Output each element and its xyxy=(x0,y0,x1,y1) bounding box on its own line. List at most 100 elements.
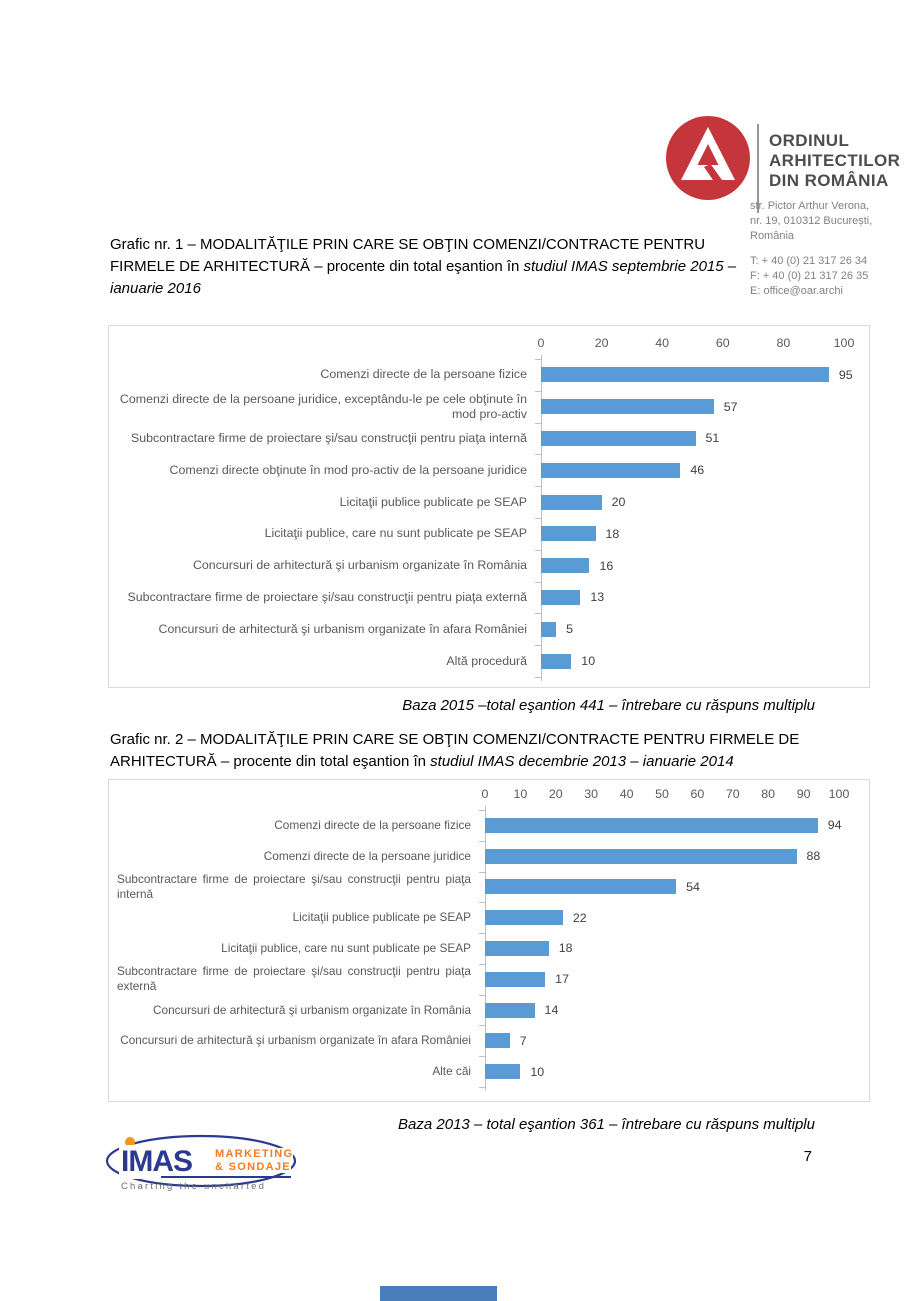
bar xyxy=(485,1002,535,1018)
bar-value: 5 xyxy=(566,622,574,637)
axis-tick-label: 10 xyxy=(513,787,528,801)
axis-tick-label: 20 xyxy=(594,336,609,350)
bar-label: Comenzi directe de la persoane fizice xyxy=(117,810,471,841)
contact-block: T: + 40 (0) 21 317 26 34 F: + 40 (0) 21 … xyxy=(750,254,872,299)
chart1-base-note: Baza 2015 –total eşantion 441 – întrebar… xyxy=(402,697,815,714)
axis-tick xyxy=(479,963,485,965)
imas-tagline: Charting the uncharted xyxy=(121,1181,267,1192)
phone-line: T: + 40 (0) 21 317 26 34 xyxy=(750,255,868,267)
bar-label-text: Comenzi directe de la persoane juridice xyxy=(263,848,471,863)
axis-tick xyxy=(479,1087,485,1088)
bar-label-text: Comenzi directe de la persoane fizice xyxy=(320,367,527,382)
axis-tick xyxy=(479,840,485,842)
chart1-heading-text: Grafic nr. 1 – MODALITĂŢILE PRIN CARE SE… xyxy=(110,236,706,275)
footer-blue-mark xyxy=(380,1286,497,1301)
imas-dot-icon xyxy=(125,1137,135,1147)
axis-tick xyxy=(535,518,541,519)
bar xyxy=(485,817,818,833)
bar-label: Concursuri de arhitectură şi urbanism or… xyxy=(117,1025,471,1056)
bar-value: 17 xyxy=(555,972,569,987)
chart2-base-note: Baza 2013 – total eşantion 361 – întreba… xyxy=(398,1116,815,1133)
axis-tick xyxy=(535,486,541,488)
axis-tick-label: 0 xyxy=(481,787,489,801)
bar-value: 10 xyxy=(581,654,596,669)
bar xyxy=(485,879,677,895)
bar-label: Comenzi directe de la persoane juridice,… xyxy=(117,391,527,423)
email-line: E: office@oar.archi xyxy=(750,285,843,297)
imas-marketing-label: MARKETING xyxy=(215,1148,294,1160)
axis-tick-label: 0 xyxy=(537,336,545,350)
bar-label: Concursuri de arhitectură şi urbanism or… xyxy=(117,550,527,582)
bar-label-text: Licitaţii publice publicate pe SEAP xyxy=(339,494,527,509)
bar-label-text: Subcontractare firme de proiectare şi/sa… xyxy=(127,589,527,604)
bar-label-text: Altă procedură xyxy=(446,653,527,668)
bar-value: 57 xyxy=(723,399,738,414)
logo-divider xyxy=(757,124,759,213)
bar-label-text: Licitaţii publice publicate pe SEAP xyxy=(292,910,471,925)
imas-sondaje-label: & SONDAJE xyxy=(215,1161,291,1173)
imas-swoosh-icon xyxy=(105,1134,297,1188)
page-number: 7 xyxy=(803,1148,812,1165)
axis-tick-label: 30 xyxy=(584,787,599,801)
bar-value: 16 xyxy=(599,558,614,573)
address-line: str. Pictor Arthur Verona, xyxy=(750,200,870,212)
bar xyxy=(541,431,696,446)
bar-label: Licitaţii publice publicate pe SEAP xyxy=(117,902,471,933)
bar-label-text: Subcontractare firme de proiectare şi/sa… xyxy=(117,871,471,901)
axis-tick xyxy=(535,549,541,551)
bar xyxy=(485,941,549,956)
axis-tick xyxy=(535,454,541,456)
bar-value: 95 xyxy=(838,367,853,382)
bar xyxy=(485,910,563,926)
axis-line xyxy=(541,355,542,681)
bar xyxy=(541,558,590,574)
bar xyxy=(541,494,602,510)
axis-tick-label: 60 xyxy=(715,336,730,350)
axis-tick xyxy=(535,390,541,392)
bar xyxy=(541,653,572,669)
axis-tick xyxy=(535,677,541,678)
bar xyxy=(485,848,797,864)
chart1-heading: Grafic nr. 1 – MODALITĂŢILE PRIN CARE SE… xyxy=(110,234,758,300)
chart1-bar-chart: 0 20 40 60 80 100 Comenzi directe de la persoa… xyxy=(108,325,870,688)
bar xyxy=(541,367,829,383)
axis-tick-label: 40 xyxy=(655,336,670,350)
bar xyxy=(485,1064,521,1080)
org-address: str. Pictor Arthur Verona, nr. 19, 01031… xyxy=(750,199,872,299)
oar-logo-icon xyxy=(666,116,750,200)
bar-label: Licitaţii publice, care nu sunt publicat… xyxy=(117,933,471,964)
axis-tick xyxy=(479,1056,485,1058)
bar-label: Alte căi xyxy=(117,1056,471,1087)
bar-label: Licitaţii publice publicate pe SEAP xyxy=(117,486,527,518)
bar-value: 88 xyxy=(806,849,821,864)
fax-line: F: + 40 (0) 21 317 26 35 xyxy=(750,270,869,282)
bar xyxy=(485,971,546,987)
axis-tick-label: 70 xyxy=(725,787,740,801)
bar-label: Subcontractare firme de proiectare şi/sa… xyxy=(117,582,527,614)
axis-tick-label: 80 xyxy=(776,336,791,350)
imas-logo: IMAS MARKETING & SONDAJE Charting the un… xyxy=(103,1133,303,1197)
bar-label-text: Alte căi xyxy=(432,1064,471,1079)
bar-label: Concursuri de arhitectură şi urbanism or… xyxy=(117,995,471,1026)
address-line: nr. 19, 010312 București, xyxy=(750,215,873,227)
address-line: România xyxy=(750,230,795,242)
bar-value: 13 xyxy=(590,590,605,605)
axis-tick xyxy=(479,994,485,996)
bar-label-text: Concursuri de arhitectură şi urbanism or… xyxy=(120,1033,471,1048)
imas-wordmark: IMAS xyxy=(119,1145,194,1179)
bar-label: Altă procedură xyxy=(117,645,527,677)
axis-tick-label: 100 xyxy=(828,787,850,801)
axis-tick xyxy=(535,581,541,583)
axis-tick xyxy=(535,645,541,647)
imas-underline xyxy=(161,1176,291,1178)
bar-value: 51 xyxy=(705,431,720,446)
axis-tick-label: 90 xyxy=(796,787,811,801)
bar-label-text: Subcontractare firme de proiectare şi/sa… xyxy=(130,430,527,445)
bar-label-text: Subcontractare firme de proiectare şi/sa… xyxy=(117,964,471,994)
bar-label-text: Licitaţii publice, care nu sunt publicat… xyxy=(264,526,527,541)
axis-tick xyxy=(479,810,485,811)
bar-label-text: Comenzi directe de la persoane fizice xyxy=(274,817,471,832)
chart2-heading: Grafic nr. 2 – MODALITĂŢILE PRIN CARE SE… xyxy=(110,729,846,773)
bar-label-text: Comenzi directe obţinute în mod pro-acti… xyxy=(169,462,527,477)
bar-value: 22 xyxy=(572,910,587,925)
